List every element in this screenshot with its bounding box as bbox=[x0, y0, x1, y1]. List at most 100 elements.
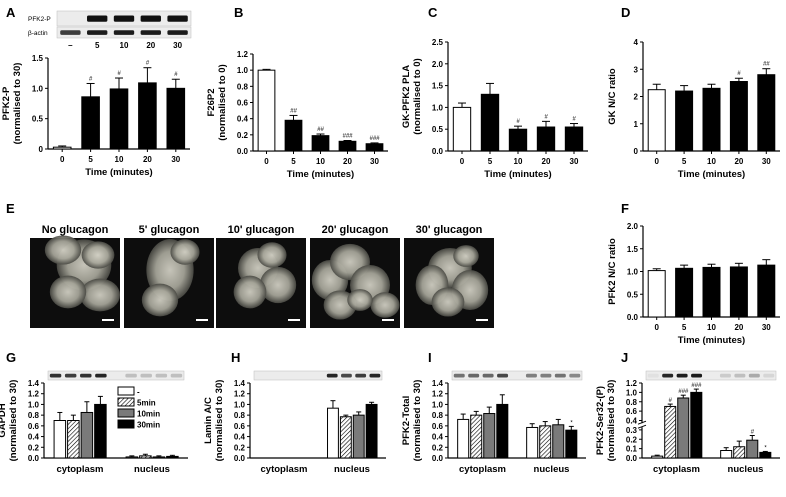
panel-label-B: B bbox=[234, 5, 243, 20]
cell bbox=[170, 239, 200, 265]
panel-I-y-axis-label: (normalised to 30) bbox=[412, 380, 423, 462]
panel-H-y-tick-label: 0.2 bbox=[234, 443, 246, 452]
bar-0 bbox=[52, 146, 72, 150]
microscopy-image-2: 5' glucagon bbox=[124, 224, 214, 328]
bar-20 bbox=[536, 126, 556, 152]
bar-cytoplasm-30min bbox=[94, 403, 107, 459]
bar-5 bbox=[480, 93, 500, 152]
x-tick-label: 5 bbox=[682, 157, 687, 166]
panel-C-y-tick-label: 0.5 bbox=[432, 125, 444, 134]
blot-band bbox=[691, 373, 703, 378]
panel-I-y-tick-label: 0.8 bbox=[432, 411, 444, 420]
panel-C-y-axis-label: GK-PFK2 PLA bbox=[401, 65, 412, 128]
panel-B-y-tick-label: 1.2 bbox=[237, 50, 249, 59]
legend-label: 30min bbox=[137, 421, 160, 430]
blot-lane-label: 30 bbox=[173, 41, 182, 50]
significance-mark: # bbox=[146, 61, 150, 67]
x-tick-label: 30 bbox=[570, 157, 579, 166]
bar-nucleus-10min bbox=[352, 414, 365, 459]
panel-G-y-tick-label: 1.0 bbox=[28, 400, 40, 409]
blot-band bbox=[719, 373, 731, 378]
bar-nucleus-30min bbox=[565, 429, 578, 459]
x-tick-label: 0 bbox=[654, 157, 659, 166]
panel-label-E: E bbox=[6, 201, 15, 216]
blot-lane-label: 20 bbox=[146, 41, 155, 50]
cell bbox=[80, 278, 120, 312]
blot-label: β-actin bbox=[28, 30, 48, 37]
blot-strip-I bbox=[451, 370, 583, 381]
group-label-nucleus: nucleus bbox=[534, 464, 570, 475]
bar-cytoplasm-10min bbox=[677, 397, 690, 459]
cell bbox=[44, 235, 82, 265]
group-label-cytoplasm: cytoplasm bbox=[261, 464, 308, 475]
x-tick-label: 0 bbox=[60, 155, 65, 164]
panel-H: H 0.0 0.20.4 0.6 0.8 1.01.2 1.4 Lamin A/C (norma… bbox=[203, 350, 386, 475]
x-axis-label: Time (minutes) bbox=[287, 169, 354, 180]
x-tick-label: 20 bbox=[734, 157, 743, 166]
blot-strip-G bbox=[47, 370, 185, 381]
panel-B: B 0.0 0.2 0.4 0.6 0.8 1.0 1.2 F26P2 (normalised t… bbox=[206, 5, 388, 180]
image-label: 10' glucagon bbox=[228, 224, 295, 236]
group-label-nucleus: nucleus bbox=[334, 464, 370, 475]
blot-band bbox=[167, 15, 188, 22]
blot-band bbox=[569, 373, 581, 378]
blot-strip-H bbox=[253, 370, 383, 381]
panel-A-y-tick-label: 1.0 bbox=[32, 84, 44, 93]
cell bbox=[233, 275, 267, 309]
panel-I-y-tick-label: 1.2 bbox=[432, 390, 444, 399]
panel-D-y-tick-label: 3 bbox=[634, 65, 639, 74]
panel-C-y-axis-label: (normalised to 0) bbox=[412, 58, 423, 135]
legend-swatch bbox=[117, 408, 135, 418]
panel-B-y-tick-label: 0.6 bbox=[237, 99, 249, 108]
panel-J-y-tick-label: 0.4 bbox=[626, 417, 638, 426]
cell bbox=[257, 242, 287, 268]
bar-nucleus-5min bbox=[339, 416, 352, 459]
blot-band bbox=[140, 373, 152, 378]
panel-D-y-tick-label: 2 bbox=[634, 93, 639, 102]
x-tick-label: 5 bbox=[488, 157, 493, 166]
panel-H-y-tick-label: 0.6 bbox=[234, 422, 246, 431]
group-label-nucleus: nucleus bbox=[728, 464, 764, 475]
panel-J-y-tick-label: 0.3 bbox=[626, 426, 638, 435]
axis-break-gap bbox=[638, 423, 646, 428]
blot-lane-label: – bbox=[68, 41, 73, 50]
microscopy-image-3: 10' glucagon bbox=[216, 224, 306, 328]
bar-5 bbox=[675, 267, 694, 318]
blot-band bbox=[113, 30, 135, 35]
blot-band bbox=[355, 373, 367, 378]
group-label-cytoplasm: cytoplasm bbox=[459, 464, 506, 475]
group-label-cytoplasm: cytoplasm bbox=[57, 464, 104, 475]
x-tick-label: 20 bbox=[143, 155, 152, 164]
panel-F-y-tick-label: 0.0 bbox=[627, 313, 639, 322]
bar-30 bbox=[757, 74, 776, 152]
blot-strip-J bbox=[645, 370, 777, 381]
x-tick-label: 30 bbox=[370, 157, 379, 166]
panel-H-y-tick-label: 0.8 bbox=[234, 411, 246, 420]
legend-swatch bbox=[117, 397, 135, 407]
blot-band bbox=[64, 373, 77, 378]
x-tick-label: 20 bbox=[734, 323, 743, 332]
blot-band bbox=[49, 373, 62, 378]
x-tick-label: 0 bbox=[460, 157, 465, 166]
panel-F-y-tick-label: 1.0 bbox=[627, 268, 639, 277]
panel-label-F: F bbox=[621, 201, 629, 216]
bar-nucleus-10min bbox=[746, 439, 759, 459]
panel-C-y-tick-label: 2.0 bbox=[432, 60, 444, 69]
blot-band bbox=[341, 373, 352, 378]
blot-band bbox=[748, 373, 760, 378]
bar-5 bbox=[675, 90, 694, 152]
blot-band bbox=[87, 15, 108, 22]
bar-nucleus-5min bbox=[539, 425, 552, 459]
panel-G-y-tick-label: 0.6 bbox=[28, 422, 40, 431]
blot-band bbox=[497, 373, 509, 378]
image-label: 5' glucagon bbox=[139, 224, 200, 236]
bar-0 bbox=[647, 89, 666, 152]
blot-label: PFK2-P bbox=[28, 16, 51, 23]
bar-30 bbox=[757, 264, 776, 318]
blot-band bbox=[662, 373, 674, 378]
bar-20 bbox=[338, 140, 357, 152]
bar-30 bbox=[365, 143, 384, 152]
x-tick-label: 0 bbox=[264, 157, 269, 166]
panel-F: F 0.0 0.5 1.0 1.5 2.0 PFK2 N/C ratio 0 5 10 20 30 Ti… bbox=[607, 201, 780, 346]
